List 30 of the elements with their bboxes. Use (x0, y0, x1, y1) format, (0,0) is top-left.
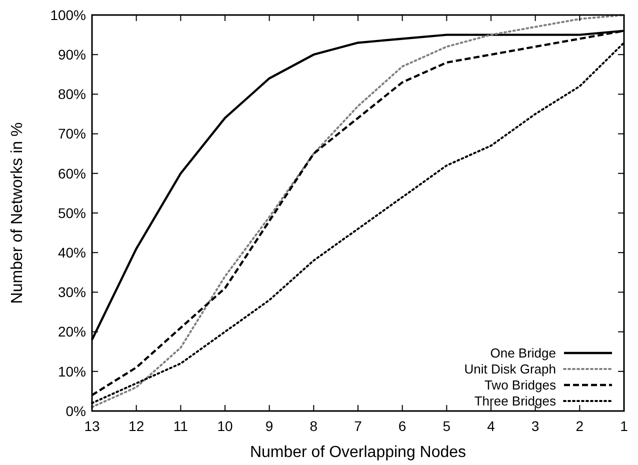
y-tick-label: 50% (58, 204, 86, 221)
x-tick-label: 1 (620, 418, 628, 434)
x-tick-label: 9 (265, 418, 274, 434)
legend-label: One Bridge (490, 346, 556, 361)
x-tick-label: 2 (576, 418, 584, 434)
legend-label: Two Bridges (484, 378, 556, 393)
y-tick-label: 0% (66, 402, 86, 419)
x-tick-label: 6 (398, 418, 406, 434)
y-tick-label: 40% (58, 244, 86, 260)
legend-label: Unit Disk Graph (464, 362, 556, 377)
legend-label: Three Bridges (474, 394, 556, 409)
y-tick-label: 80% (58, 86, 86, 102)
y-tick-label: 90% (58, 46, 86, 62)
y-tick-label: 100% (50, 6, 86, 23)
x-tick-label: 12 (128, 418, 144, 434)
y-tick-label: 30% (58, 284, 86, 300)
y-tick-label: 70% (58, 126, 86, 142)
x-tick-label: 8 (310, 418, 318, 434)
x-tick-label: 13 (84, 418, 100, 434)
y-tick-label: 60% (58, 165, 86, 182)
x-tick-label: 5 (442, 418, 451, 434)
x-tick-label: 4 (487, 418, 496, 434)
x-tick-label: 11 (173, 418, 188, 434)
x-tick-label: 10 (217, 418, 233, 434)
x-tick-label: 3 (531, 418, 540, 434)
y-axis-title: Number of Networks in % (9, 122, 26, 304)
y-tick-label: 20% (58, 324, 86, 340)
x-axis-title: Number of Overlapping Nodes (250, 444, 466, 461)
x-tick-label: 7 (354, 418, 362, 434)
y-tick-label: 10% (58, 363, 86, 380)
